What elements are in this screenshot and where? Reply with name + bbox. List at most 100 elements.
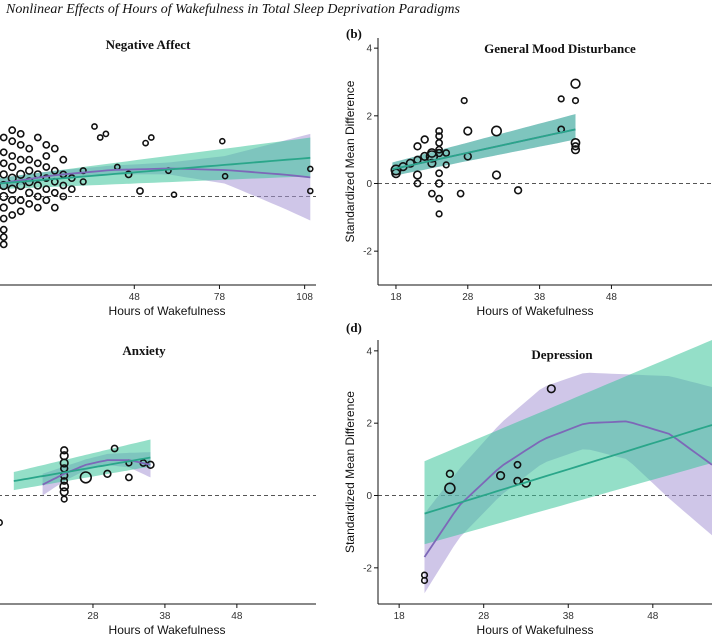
data-point	[435, 194, 443, 203]
data-point	[0, 148, 8, 157]
figure-title: Nonlinear Effects of Hours of Wakefulnes…	[6, 2, 460, 17]
data-point	[59, 155, 68, 164]
data-point	[96, 134, 104, 141]
data-point	[435, 127, 443, 135]
data-point	[0, 159, 8, 168]
data-point	[59, 192, 68, 201]
data-point	[79, 471, 93, 484]
data-point	[16, 169, 26, 179]
y-tick-label: -2	[363, 247, 372, 258]
data-point	[8, 211, 17, 219]
linear-confidence-band	[392, 114, 576, 176]
y-tick-label: 2	[366, 111, 372, 122]
panel-title: General Mood Disturbance	[484, 41, 636, 56]
x-tick-label: 48	[231, 611, 243, 622]
x-tick-label: 38	[159, 611, 171, 622]
data-point	[25, 166, 34, 175]
x-axis-title: Hours of Wakefulness	[109, 304, 226, 318]
y-tick-label: 4	[366, 346, 372, 357]
data-point	[570, 137, 581, 148]
data-point	[110, 444, 119, 453]
panel-title: Depression	[531, 347, 593, 362]
y-tick-label: 0	[366, 491, 372, 502]
data-point	[33, 181, 42, 190]
data-point	[16, 129, 25, 138]
panel-3: 28 38 48 Hours of Wakefulness Anxiety	[0, 343, 316, 637]
x-tick-label: 28	[478, 611, 490, 622]
x-axis-title: Hours of Wakefulness	[477, 623, 594, 637]
data-point	[59, 458, 69, 468]
data-point	[170, 191, 178, 198]
data-point	[42, 140, 51, 149]
plot-area	[378, 78, 712, 218]
data-point	[445, 469, 455, 478]
data-point	[570, 145, 581, 155]
data-point	[570, 78, 581, 89]
data-point	[8, 152, 17, 160]
data-point	[413, 179, 422, 188]
data-point	[50, 203, 59, 212]
panel-label: (d)	[346, 320, 362, 335]
panel-2: 18 28 38 48 4 2 0 -2 Standardized Mean Differenc…	[343, 26, 712, 318]
data-point	[33, 192, 42, 201]
data-point	[557, 95, 565, 103]
data-point	[33, 159, 42, 168]
linear-fit-line	[424, 424, 712, 515]
data-point	[59, 181, 68, 190]
panel-title: Anxiety	[122, 343, 166, 358]
linear-fit-line	[392, 128, 576, 171]
x-axis-title: Hours of Wakefulness	[477, 304, 594, 318]
data-point	[42, 163, 51, 171]
data-point	[460, 96, 468, 105]
data-point	[0, 170, 8, 179]
data-point	[442, 161, 450, 169]
quadratic-fit-line	[0, 167, 311, 185]
data-point	[571, 96, 580, 105]
data-point	[0, 240, 8, 249]
data-point	[42, 152, 51, 160]
x-tick-label: 18	[390, 292, 402, 303]
data-point	[0, 191, 9, 202]
y-axis-title: Standardized Mean Difference	[343, 80, 357, 242]
linear-fit-line	[0, 156, 311, 185]
data-point	[59, 481, 70, 492]
data-point	[136, 187, 144, 195]
data-point	[0, 133, 8, 142]
data-point	[420, 576, 429, 585]
data-point	[496, 471, 506, 481]
data-point	[435, 145, 443, 154]
data-point	[25, 188, 34, 198]
data-point	[16, 155, 25, 164]
data-point	[8, 137, 17, 146]
data-point	[413, 142, 422, 151]
data-point	[147, 134, 155, 141]
data-point	[513, 186, 523, 195]
x-tick-label: 38	[563, 611, 575, 622]
data-point	[50, 144, 59, 153]
x-tick-label: 78	[214, 292, 226, 303]
data-point	[67, 185, 76, 193]
data-point	[571, 142, 580, 151]
data-point	[42, 196, 51, 205]
data-point	[306, 165, 314, 173]
data-point	[91, 123, 98, 130]
y-tick-label: 4	[366, 44, 372, 55]
data-point	[219, 137, 226, 145]
data-point	[25, 144, 34, 153]
x-tick-label: 48	[606, 292, 618, 303]
data-point	[8, 126, 17, 135]
data-point	[16, 207, 25, 216]
y-tick-label: -2	[363, 563, 372, 574]
data-point	[434, 179, 444, 188]
data-point	[102, 130, 110, 138]
data-point	[142, 139, 149, 147]
data-point	[427, 158, 437, 168]
data-point	[463, 126, 473, 136]
data-point	[60, 477, 69, 485]
data-point	[124, 170, 133, 179]
data-point	[50, 166, 59, 175]
data-point	[513, 460, 522, 469]
linear-confidence-band	[13, 439, 151, 491]
data-point	[306, 187, 314, 195]
data-point	[79, 167, 87, 175]
